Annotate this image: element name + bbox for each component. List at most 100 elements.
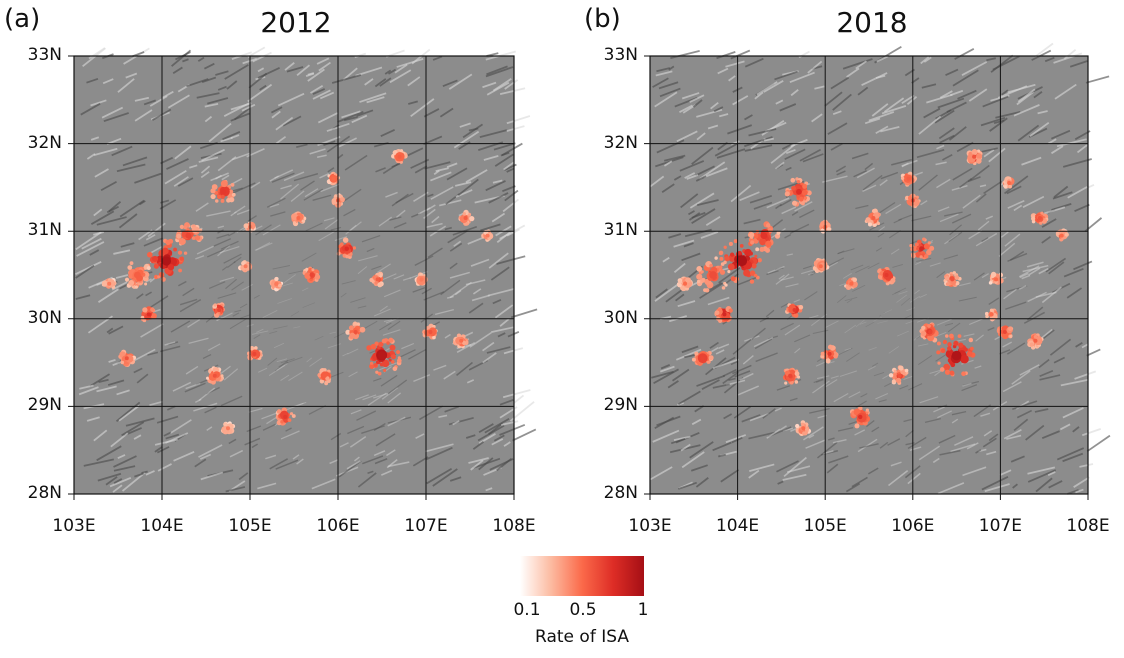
longitude-tick-label: 106E — [316, 516, 360, 536]
urban-pixel — [924, 254, 929, 259]
urban-pixel — [720, 262, 725, 266]
urban-core — [252, 351, 257, 356]
urban-core — [161, 256, 171, 266]
urban-pixel — [198, 228, 203, 233]
urban-pixel — [942, 339, 948, 345]
urban-pixel — [287, 418, 292, 422]
panel-a-title: 2012 — [260, 6, 332, 39]
urban-pixel — [340, 197, 345, 202]
urban-pixel — [215, 199, 219, 203]
urban-pixel — [926, 249, 932, 256]
urban-pixel — [919, 255, 923, 259]
urban-core — [849, 281, 854, 286]
urban-pixel — [278, 283, 282, 288]
colorbar-tick: 1 — [637, 600, 649, 620]
urban-core — [459, 338, 464, 343]
urban-pixel — [708, 355, 714, 361]
urban-pixel — [937, 361, 941, 365]
urban-pixel — [345, 329, 351, 335]
longitude-tick-label: 105E — [228, 516, 272, 536]
urban-pixel — [898, 365, 904, 371]
urban-pixel — [912, 245, 918, 252]
urban-pixel — [374, 341, 379, 346]
urban-pixel — [910, 253, 916, 259]
urban-pixel — [183, 225, 188, 230]
urban-pixel — [304, 272, 312, 280]
urban-pixel — [179, 224, 185, 230]
urban-core — [419, 277, 424, 282]
urban-pixel — [325, 376, 330, 381]
urban-pixel — [750, 240, 755, 245]
urban-pixel — [724, 256, 730, 262]
latitude-tick-label: 28N — [27, 483, 62, 503]
urban-pixel — [994, 280, 998, 284]
urban-pixel — [274, 276, 279, 282]
urban-core — [243, 264, 248, 269]
urban-pixel — [958, 342, 964, 348]
urban-pixel — [339, 194, 343, 198]
longitude-tick-label: 103E — [52, 516, 96, 536]
urban-pixel — [375, 360, 380, 364]
urban-core — [146, 312, 151, 317]
urban-pixel — [767, 228, 773, 233]
urban-pixel — [796, 180, 801, 184]
urban-pixel — [878, 275, 883, 280]
urban-pixel — [191, 226, 199, 234]
urban-pixel — [765, 240, 772, 248]
urban-pixel — [802, 183, 808, 189]
urban-pixel — [939, 367, 945, 372]
urban-pixel — [377, 371, 382, 376]
urban-pixel — [292, 221, 297, 225]
urban-pixel — [714, 256, 718, 260]
urban-pixel — [793, 312, 799, 318]
urban-core — [428, 329, 433, 334]
urban-pixel — [714, 310, 720, 316]
urban-pixel — [727, 269, 731, 274]
urban-pixel — [128, 279, 135, 286]
urban-pixel — [183, 251, 188, 255]
urban-core — [884, 273, 889, 277]
urban-pixel — [311, 268, 315, 272]
urban-pixel — [386, 341, 390, 345]
urban-pixel — [142, 318, 147, 323]
urban-pixel — [865, 408, 869, 412]
urban-pixel — [904, 368, 909, 373]
longitude-tick-label: 105E — [803, 516, 847, 536]
urban-pixel — [127, 265, 133, 270]
urban-pixel — [377, 282, 383, 288]
urban-pixel — [101, 280, 108, 287]
urban-pixel — [456, 333, 462, 338]
urban-pixel — [753, 273, 758, 278]
urban-pixel — [396, 350, 400, 354]
urban-pixel — [718, 265, 723, 270]
urban-core — [928, 329, 933, 335]
urban-pixel — [801, 189, 808, 196]
urban-core — [827, 351, 832, 356]
urban-pixel — [852, 277, 858, 282]
urban-pixel — [789, 380, 794, 385]
urban-core — [274, 281, 279, 286]
urban-pixel — [826, 227, 831, 232]
map-panel-a — [68, 46, 538, 500]
urban-pixel — [217, 194, 222, 199]
urban-pixel — [794, 380, 799, 384]
urban-pixel — [966, 351, 973, 357]
urban-pixel — [955, 281, 960, 286]
urban-pixel — [900, 176, 905, 180]
urban-pixel — [940, 348, 946, 354]
urban-pixel — [392, 366, 398, 372]
urban-pixel — [194, 235, 201, 241]
urban-pixel — [383, 368, 387, 372]
urban-pixel — [179, 256, 184, 261]
urban-core — [700, 356, 705, 361]
urban-pixel — [700, 277, 706, 283]
urban-pixel — [359, 326, 366, 333]
urban-pixel — [369, 361, 374, 365]
urban-pixel — [342, 237, 349, 243]
urban-pixel — [229, 197, 235, 203]
urban-pixel — [249, 345, 255, 351]
urban-pixel — [230, 182, 235, 187]
urban-core — [296, 216, 301, 221]
urban-pixel — [178, 268, 182, 273]
urban-pixel — [954, 275, 960, 280]
